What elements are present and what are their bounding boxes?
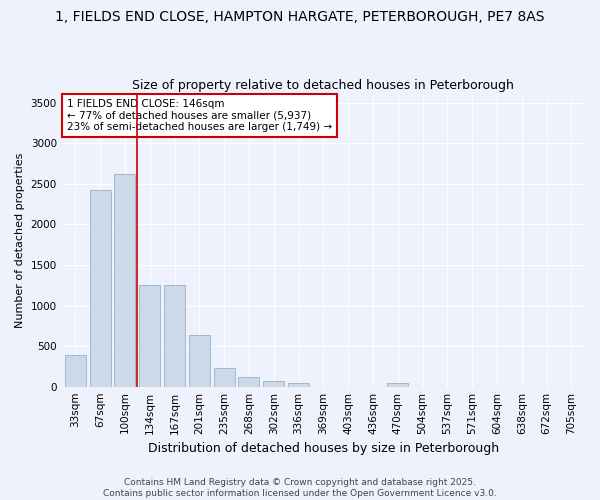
Bar — [89, 190, 110, 386]
Bar — [238, 377, 259, 386]
Text: Contains HM Land Registry data © Crown copyright and database right 2025.
Contai: Contains HM Land Registry data © Crown c… — [103, 478, 497, 498]
Bar — [189, 334, 210, 386]
Title: Size of property relative to detached houses in Peterborough: Size of property relative to detached ho… — [133, 79, 514, 92]
Bar — [115, 174, 136, 386]
Text: 1 FIELDS END CLOSE: 146sqm
← 77% of detached houses are smaller (5,937)
23% of s: 1 FIELDS END CLOSE: 146sqm ← 77% of deta… — [67, 99, 332, 132]
Bar — [65, 355, 86, 386]
Bar — [214, 368, 235, 386]
X-axis label: Distribution of detached houses by size in Peterborough: Distribution of detached houses by size … — [148, 442, 499, 455]
Bar — [139, 285, 160, 386]
Y-axis label: Number of detached properties: Number of detached properties — [15, 153, 25, 328]
Bar — [164, 285, 185, 386]
Bar — [263, 381, 284, 386]
Text: 1, FIELDS END CLOSE, HAMPTON HARGATE, PETERBOROUGH, PE7 8AS: 1, FIELDS END CLOSE, HAMPTON HARGATE, PE… — [55, 10, 545, 24]
Bar — [288, 382, 309, 386]
Bar — [387, 382, 408, 386]
